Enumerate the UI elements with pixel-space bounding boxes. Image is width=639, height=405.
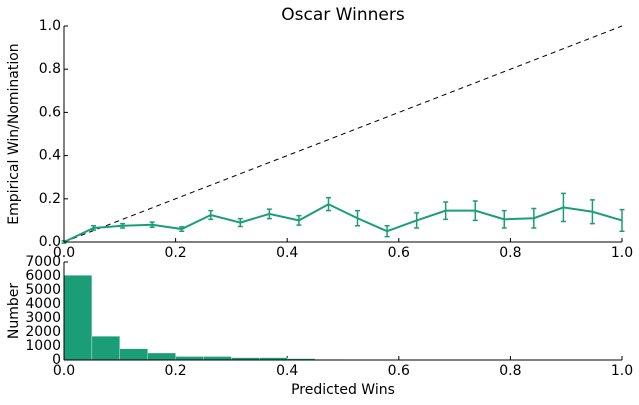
x-tick-label: 1.0 — [611, 245, 633, 261]
error-bar — [355, 209, 361, 227]
y-axis-label: Empirical Win/Nomination — [6, 43, 22, 224]
series-line — [63, 203, 623, 243]
histogram-bar — [147, 352, 176, 361]
error-bar — [266, 208, 272, 220]
error-bar — [414, 212, 420, 229]
x-tick-label: 0.6 — [388, 245, 410, 261]
histogram-bar — [91, 336, 120, 361]
error-bar — [296, 214, 302, 226]
histogram-bar — [119, 348, 148, 361]
y-tick-label: 0.4 — [39, 148, 61, 164]
x-tick-label: 0.0 — [53, 363, 75, 379]
error-bar — [179, 226, 185, 232]
x-tick-label: 0.2 — [164, 245, 186, 261]
x-tick-label: 0.0 — [53, 245, 75, 261]
reference-diagonal — [63, 25, 623, 243]
chart-title: Oscar Winners — [281, 5, 405, 25]
y-tick-label: 3000 — [25, 310, 61, 326]
error-bar — [91, 225, 97, 231]
x-tick-label: 0.2 — [164, 363, 186, 379]
y-tick-label: 4000 — [25, 296, 61, 312]
y-tick-label: 7000 — [25, 254, 61, 270]
y-tick-label: 2000 — [25, 324, 61, 340]
error-bar — [589, 199, 595, 225]
y-tick-label: 0 — [52, 352, 61, 368]
x-tick-label: 0.6 — [388, 363, 410, 379]
error-bar — [560, 192, 566, 223]
error-bar — [531, 207, 537, 229]
x-tick-label: 0.4 — [276, 245, 298, 261]
error-bar — [237, 217, 243, 228]
y-tick-label: 0.0 — [39, 234, 61, 250]
y-tick-label: 1.0 — [39, 18, 61, 34]
y-tick-label: 0.8 — [39, 61, 61, 77]
y-tick-label: 5000 — [25, 282, 61, 298]
y-tick-label: 0.2 — [39, 191, 61, 207]
y-axis-label: Number — [6, 283, 22, 339]
histogram-bar — [203, 356, 232, 361]
y-tick-label: 1000 — [25, 338, 61, 354]
error-bar — [208, 209, 214, 221]
error-bar — [384, 225, 390, 238]
x-tick-label: 0.8 — [499, 245, 521, 261]
error-bar — [149, 221, 155, 229]
y-tick-label: 6000 — [25, 268, 61, 284]
error-bar — [619, 208, 625, 232]
x-tick-label: 1.0 — [611, 363, 633, 379]
error-bar — [120, 222, 126, 229]
histogram-bar — [175, 356, 204, 361]
error-bar — [501, 209, 507, 229]
error-bar — [325, 196, 331, 212]
error-bar — [472, 200, 478, 222]
x-tick-label: 0.8 — [499, 363, 521, 379]
histogram-bar — [63, 275, 93, 361]
x-axis-label: Predicted Wins — [291, 382, 395, 398]
x-tick-label: 0.4 — [276, 363, 298, 379]
y-tick-label: 0.6 — [39, 104, 61, 120]
error-bar — [443, 201, 449, 221]
